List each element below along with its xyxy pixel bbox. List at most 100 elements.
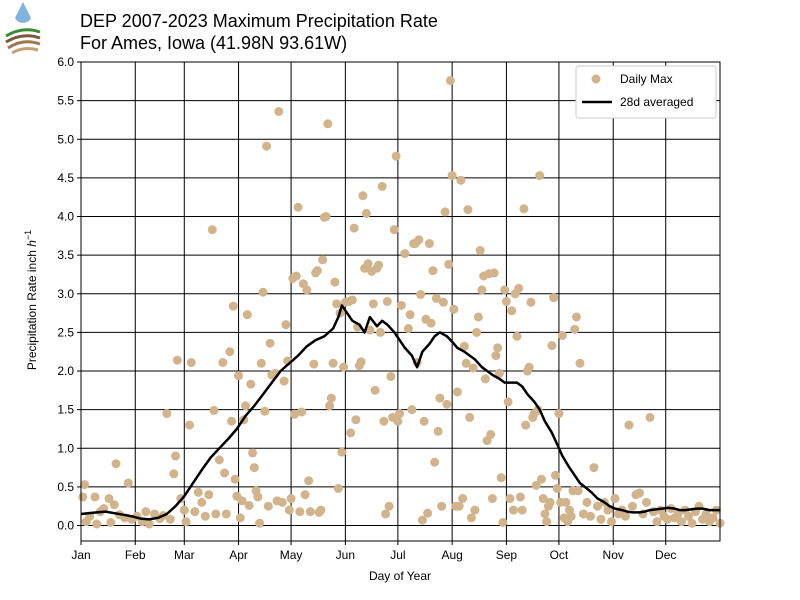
scatter-point	[536, 474, 546, 484]
scatter-point	[494, 368, 504, 378]
scatter-point	[185, 420, 195, 430]
scatter-point	[123, 478, 133, 488]
scatter-point	[104, 494, 114, 504]
scatter-point	[475, 246, 485, 256]
scatter-point	[531, 480, 541, 490]
scatter-point	[255, 518, 265, 528]
scatter-point	[300, 490, 310, 500]
scatter-point	[179, 505, 189, 515]
scatter-point	[610, 494, 620, 504]
scatter-point	[172, 355, 182, 365]
scatter-point	[403, 324, 413, 334]
scatter-point	[249, 463, 259, 473]
y-axis: 0.0 0.5 1.0 1.5 2.0 2.5 3.0 3.5 4.0 4.5 5.0 5.5 6.0	[57, 55, 81, 533]
scatter-point	[437, 501, 447, 511]
scatter-point	[435, 393, 445, 403]
scatter-point	[374, 260, 384, 270]
scatter-point	[235, 513, 245, 523]
scatter-point	[382, 297, 392, 306]
scatter-point	[258, 287, 268, 297]
scatter-point	[493, 343, 503, 353]
scatter-point	[606, 517, 616, 527]
y-axis-label: Precipitation Rate inch h−1	[23, 230, 39, 370]
scatter-point	[445, 76, 455, 86]
averaged-line	[80, 304, 720, 521]
scatter-point	[438, 297, 448, 307]
scatter-point	[442, 399, 452, 409]
scatter-point	[290, 409, 300, 419]
chart-title-line1: DEP 2007-2023 Maximum Precipitation Rate	[80, 11, 438, 31]
y-tick-label: 0.5	[57, 480, 74, 494]
scatter-point	[190, 507, 200, 517]
scatter-point	[351, 415, 361, 425]
scatter-point	[312, 266, 322, 276]
scatter-point	[80, 480, 90, 490]
scatter-point	[368, 299, 378, 309]
scatter-point	[109, 500, 119, 510]
scatter-point	[430, 457, 440, 467]
scatter-point	[508, 505, 518, 515]
scatter-point	[337, 447, 347, 457]
scatter-point	[428, 266, 438, 276]
scatter-point	[459, 341, 469, 351]
scatter-point	[424, 239, 434, 249]
scatter-point	[171, 451, 181, 461]
scatter-point	[708, 513, 718, 523]
scatter-point	[512, 331, 522, 341]
x-tick-label: Oct	[550, 548, 569, 562]
scatter-point	[242, 310, 252, 320]
scatter-point	[641, 497, 651, 507]
scatter-point	[330, 277, 340, 287]
x-tick-label: Apr	[229, 548, 248, 562]
scatter-point	[386, 371, 396, 381]
scatter-point	[454, 501, 464, 511]
scatter-point	[472, 327, 482, 337]
scatter-point	[365, 325, 375, 335]
y-tick-label: 4.0	[57, 210, 74, 224]
scatter-point	[433, 426, 443, 436]
scatter-point	[228, 301, 238, 311]
scatter-point	[262, 141, 272, 151]
scatter-point	[375, 327, 385, 337]
scatter-point	[326, 393, 336, 403]
y-tick-label: 3.5	[57, 248, 74, 262]
scatter-point	[431, 293, 441, 303]
scatter-point	[589, 463, 599, 473]
scatter-point	[416, 290, 426, 300]
scatter-point	[519, 204, 529, 214]
scatter-point	[500, 285, 510, 295]
scatter-point	[244, 500, 254, 510]
scatter-point	[200, 511, 210, 521]
scatter-point	[325, 401, 335, 411]
scatter-point	[90, 492, 100, 502]
scatter-point	[304, 476, 314, 486]
scatter-point	[561, 497, 571, 507]
y-tick-label: 6.0	[57, 55, 74, 69]
scatter-point	[489, 268, 499, 278]
scatter-point	[302, 285, 312, 295]
scatter-point	[465, 412, 475, 422]
scatter-point	[405, 310, 415, 320]
scatter-point	[627, 501, 637, 511]
scatter-point	[186, 358, 196, 368]
scatter-point	[461, 358, 471, 368]
scatter-point	[221, 509, 231, 519]
legend-scatter-marker	[591, 74, 601, 84]
scatter-point	[575, 358, 585, 368]
scatter-point	[507, 306, 517, 316]
scatter-point	[458, 494, 468, 504]
x-axis-label: Day of Year	[369, 569, 431, 583]
scatter-point	[554, 409, 564, 419]
scatter-point	[545, 497, 555, 507]
scatter-point	[468, 363, 478, 373]
scatter-point	[491, 351, 501, 361]
scatter-point	[277, 497, 287, 507]
scatter-point	[260, 406, 270, 416]
scatter-point	[473, 312, 483, 322]
y-tick-label: 0.0	[57, 519, 74, 533]
scatter-point	[220, 468, 230, 478]
scatter-point	[253, 492, 263, 502]
x-tick-label: Jan	[71, 548, 90, 562]
scatter-point	[407, 405, 417, 415]
scatter-point	[211, 509, 221, 519]
